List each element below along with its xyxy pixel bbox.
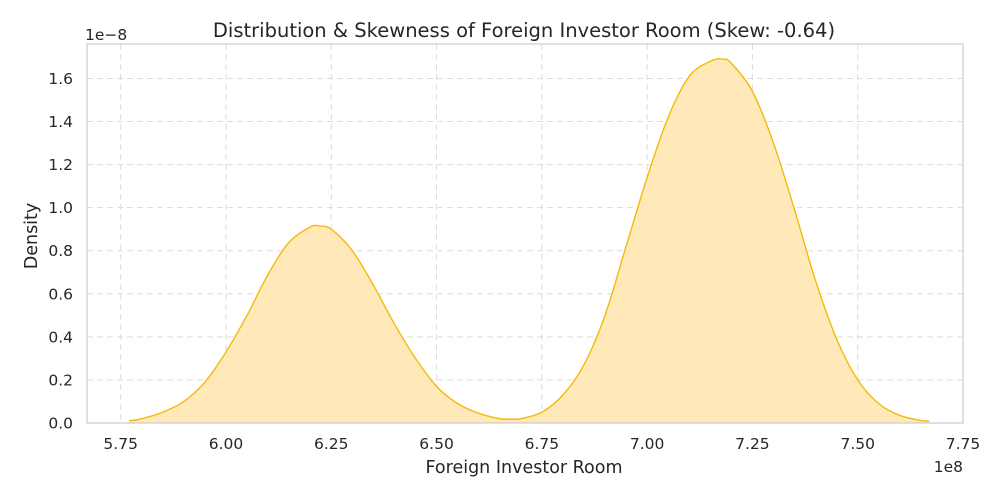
chart-title: Distribution & Skewness of Foreign Inves… xyxy=(213,19,835,42)
y-tick-label-0: 0.0 xyxy=(48,415,73,433)
x-tick-label-3: 6.50 xyxy=(419,435,454,453)
y-tick-label-5: 1.0 xyxy=(48,199,73,217)
x-tick-label-6: 7.25 xyxy=(735,435,770,453)
density-curve xyxy=(129,58,930,422)
x-tick-label-2: 6.25 xyxy=(314,435,349,453)
y-axis-label: Density xyxy=(22,203,42,270)
y-tick-label-3: 0.6 xyxy=(48,285,73,303)
x-tick-labels: 5.75 6.00 6.25 6.50 6.75 7.00 7.25 7.50 7.75 xyxy=(103,435,980,453)
x-tick-label-1: 6.00 xyxy=(209,435,244,453)
density-fill xyxy=(129,58,930,423)
y-tick-label-7: 1.4 xyxy=(48,113,73,131)
x-offset-label: 1e8 xyxy=(934,458,963,476)
y-tick-label-2: 0.4 xyxy=(48,328,73,346)
y-tick-label-6: 1.2 xyxy=(48,156,73,174)
y-tick-labels: 0.0 0.2 0.4 0.6 0.8 1.0 1.2 1.4 1.6 xyxy=(48,70,73,433)
x-tick-label-0: 5.75 xyxy=(103,435,138,453)
y-offset-label: 1e−8 xyxy=(85,26,127,44)
y-tick-label-8: 1.6 xyxy=(48,70,73,88)
x-tick-label-4: 6.75 xyxy=(525,435,560,453)
plot-frame xyxy=(86,43,964,424)
x-tick-label-5: 7.00 xyxy=(630,435,665,453)
y-tick-label-4: 0.8 xyxy=(48,242,73,260)
x-axis-label: Foreign Investor Room xyxy=(425,458,622,478)
density-area xyxy=(129,58,930,423)
x-tick-label-7: 7.50 xyxy=(840,435,875,453)
y-tick-label-1: 0.2 xyxy=(48,371,73,389)
x-tick-label-8: 7.75 xyxy=(946,435,981,453)
